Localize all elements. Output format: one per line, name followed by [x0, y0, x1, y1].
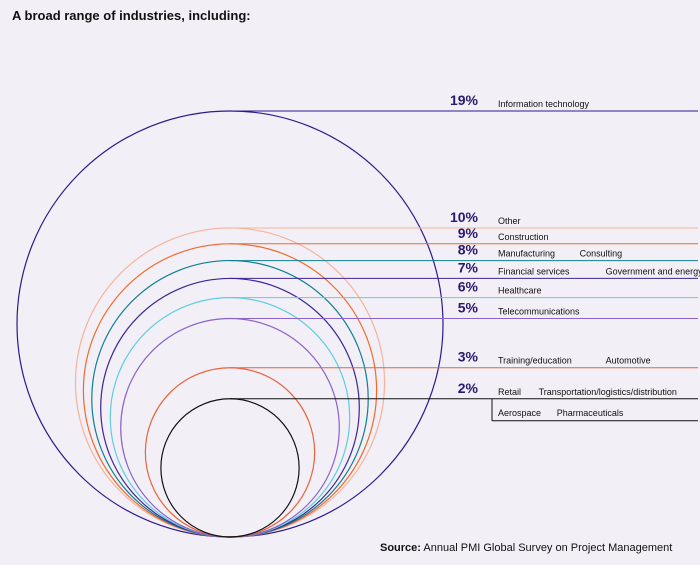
percent-label: 2% [458, 380, 479, 396]
chart-title: A broad range of industries, including: [12, 8, 251, 23]
percent-label: 6% [458, 279, 479, 295]
percent-label: 3% [458, 349, 479, 365]
industry-label: Financial services [498, 266, 570, 276]
percent-label: 8% [458, 242, 479, 258]
circle-6pct [109, 297, 351, 538]
circle-7pct [100, 277, 360, 538]
industry-label: Other [498, 216, 521, 226]
industry-label: Automotive [606, 356, 651, 366]
source-note: Source: Annual PMI Global Survey on Proj… [380, 542, 672, 554]
industry-label: Construction [498, 232, 549, 242]
industry-label: Consulting [580, 249, 623, 259]
industry-label: Training/education [498, 356, 572, 366]
percent-label: 19% [450, 92, 479, 108]
percent-label: 7% [458, 259, 479, 275]
industry-label: Telecommunications [498, 306, 580, 316]
industry-label: Government and energy [606, 266, 700, 276]
industry-label: Aerospace [498, 408, 541, 418]
industry-label: Manufacturing [498, 249, 555, 259]
circle-5pct [120, 317, 340, 538]
circle-3pct [144, 367, 316, 538]
industry-label: Retail [498, 387, 521, 397]
circle-19pct [16, 110, 444, 538]
percent-label: 5% [458, 299, 479, 315]
source-label: Source: [380, 542, 421, 554]
percent-label: 10% [450, 209, 479, 225]
source-text: Annual PMI Global Survey on Project Mana… [423, 542, 673, 554]
circle-10pct [74, 227, 386, 538]
industry-label: Transportation/logistics/distribution [539, 387, 677, 397]
industry-label: Information technology [498, 99, 590, 109]
circle-2pct [160, 398, 300, 538]
industry-label: Healthcare [498, 286, 542, 296]
industry-label: Pharmaceuticals [557, 408, 624, 418]
percent-label: 9% [458, 225, 479, 241]
